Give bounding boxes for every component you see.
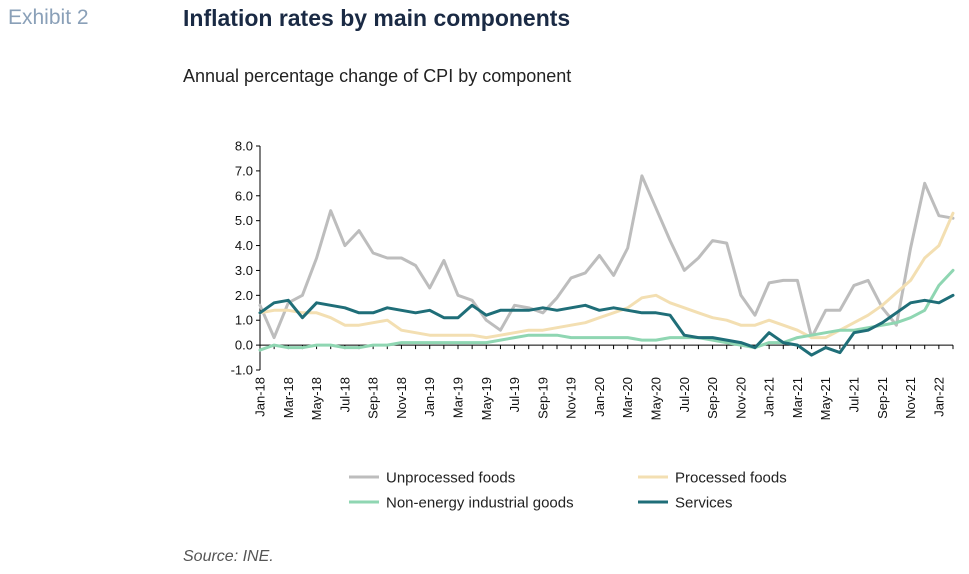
series-line-non-energy-industrial-goods [258,268,955,352]
y-tick-label: 1.0 [235,313,253,328]
y-tick-label: 5.0 [235,213,253,228]
y-tick-label: 4.0 [235,238,253,253]
x-tick-label: Mar-18 [281,377,296,418]
y-tick-label: 3.0 [235,263,253,278]
x-tick-label: Sep-21 [875,377,890,419]
series-line-unprocessed-foods [258,174,955,340]
y-tick-label: 0.0 [235,338,253,353]
exhibit-label: Exhibit 2 [8,6,89,29]
x-tick-label: Mar-21 [790,377,805,418]
x-tick-label: Sep-20 [705,377,720,419]
x-tick-label: Sep-19 [535,377,550,419]
chart-title: Inflation rates by main components [183,5,571,31]
x-tick-label: Nov-19 [564,377,579,419]
x-tick-label: Sep-18 [366,377,381,419]
chart-legend: Unprocessed foods Processed foods Non-ener… [349,470,787,512]
chart-series [258,174,955,357]
x-tick-label: Jan-21 [762,377,777,417]
legend-label-non-energy-industrial-goods: Non-energy industrial goods [386,495,574,512]
x-tick-label: Jul-19 [507,377,522,412]
x-tick-label: Jan-19 [422,377,437,417]
y-tick-label: -1.0 [231,363,253,378]
y-tick-label: 8.0 [235,139,253,154]
x-tick-label: Nov-21 [903,377,918,419]
y-tick-label: 7.0 [235,163,253,178]
x-tick-label: Jul-20 [677,377,692,412]
x-tick-label: Mar-20 [620,377,635,418]
x-tick-label: Jan-22 [931,377,946,417]
series-line-processed-foods [258,211,955,340]
series-line-services [258,293,955,357]
x-tick-label: Jan-18 [253,377,268,417]
legend-label-processed-foods: Processed foods [675,470,787,487]
x-tick-label: Jan-20 [592,377,607,417]
legend-label-services: Services [675,495,733,512]
x-tick-label: Jul-18 [337,377,352,412]
x-tick-label: Jul-21 [847,377,862,412]
y-tick-label: 2.0 [235,288,253,303]
x-tick-label: May-21 [818,377,833,420]
legend-label-unprocessed-foods: Unprocessed foods [386,470,515,487]
x-tick-label: May-20 [649,377,664,420]
x-tick-label: May-19 [479,377,494,420]
x-tick-label: Nov-20 [733,377,748,419]
source-note: Source: INE. [183,548,274,565]
y-tick-label: 6.0 [235,188,253,203]
x-tick-label: Mar-19 [451,377,466,418]
x-tick-label: May-18 [309,377,324,420]
x-tick-label: Nov-18 [394,377,409,419]
chart-subtitle: Annual percentage change of CPI by compo… [183,66,572,86]
